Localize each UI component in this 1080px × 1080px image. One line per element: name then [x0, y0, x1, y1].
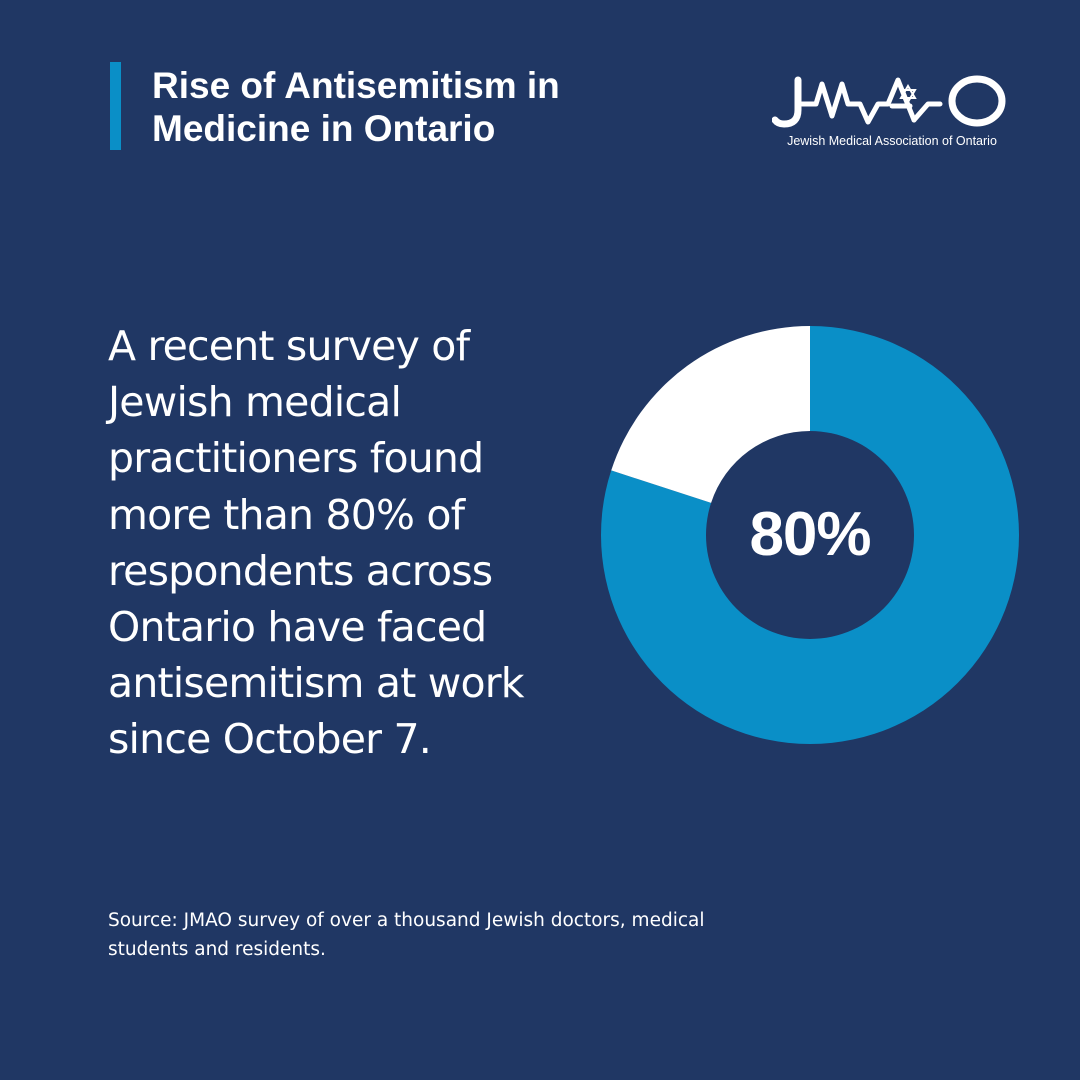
donut-chart: 80% [600, 325, 1020, 745]
donut-slice-2 [611, 326, 810, 503]
logo-subtitle: Jewish Medical Association of Ontario [787, 134, 997, 148]
title-accent-bar [110, 62, 121, 150]
source-note: Source: JMAO survey of over a thousand J… [108, 910, 705, 960]
donut-chart-svg [601, 326, 1019, 744]
page-title: Rise of Antisemitism in Medicine in Onta… [152, 65, 560, 149]
jmao-logo: Jewish Medical Association of Ontario [772, 70, 1012, 154]
donut-center-label: 80% [749, 500, 871, 569]
ekg-heartbeat-star-of-david-logo-icon [772, 75, 1006, 128]
survey-statement: A recent survey of Jewish medical practi… [108, 322, 525, 764]
donut-slice-1 [601, 326, 1019, 744]
